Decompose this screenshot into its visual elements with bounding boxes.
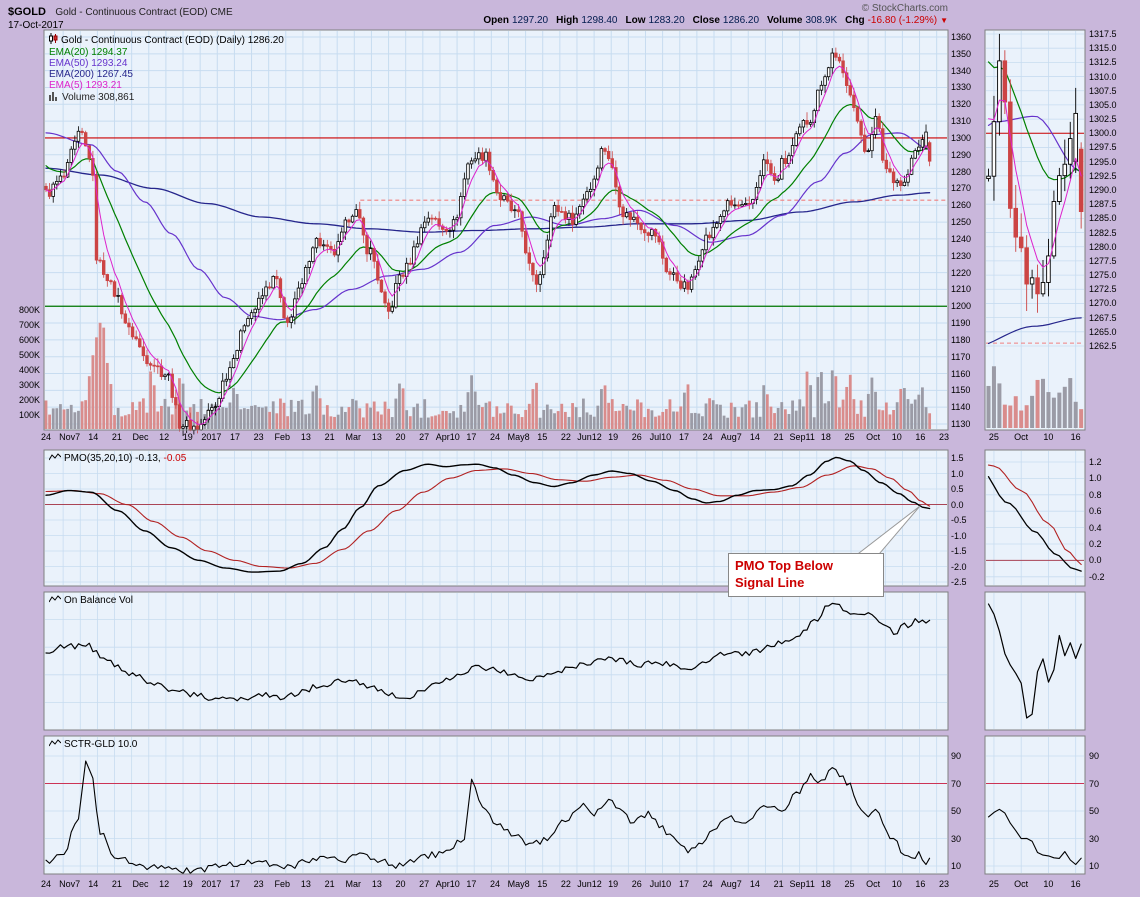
quote-label-open: Open: [483, 15, 509, 26]
chg-down-icon: ▼: [940, 16, 948, 25]
quote-value-close: 1286.20: [722, 15, 760, 26]
quote-label-volume: Volume: [767, 15, 803, 26]
quote-value-volume: 308.9K: [805, 15, 838, 26]
quote-label-close: Close: [692, 15, 720, 26]
chart-title: Gold - Continuous Contract (EOD) CME: [55, 7, 233, 18]
header-row-2: 17-Oct-2017 Open 1297.20 High 1298.40 Low 128…: [0, 15, 1140, 31]
date-label: 17-Oct-2017: [8, 20, 64, 31]
header-row-1: $GOLD Gold - Continuous Contract (EOD) C…: [0, 2, 1140, 18]
quote-value-high: 1298.40: [581, 15, 618, 26]
quote-label-high: High: [556, 15, 579, 26]
quote-bar: Open 1297.20 High 1298.40 Low 1283.20 Close 128…: [475, 15, 948, 26]
stockcharts-credit: © StockCharts.com: [861, 3, 948, 14]
symbol-label: $GOLD: [8, 6, 46, 18]
quote-value-chg: -16.80 (-1.29%): [867, 15, 938, 26]
quote-label-chg: Chg: [845, 15, 865, 26]
annotation-callout: PMO Top Below Signal Line: [728, 553, 884, 597]
annotation-line2: Signal Line: [735, 575, 805, 590]
quote-value-open: 1297.20: [511, 15, 549, 26]
quote-label-low: Low: [625, 15, 646, 26]
annotation-line1: PMO Top Below: [735, 558, 833, 573]
quote-value-low: 1283.20: [648, 15, 685, 26]
